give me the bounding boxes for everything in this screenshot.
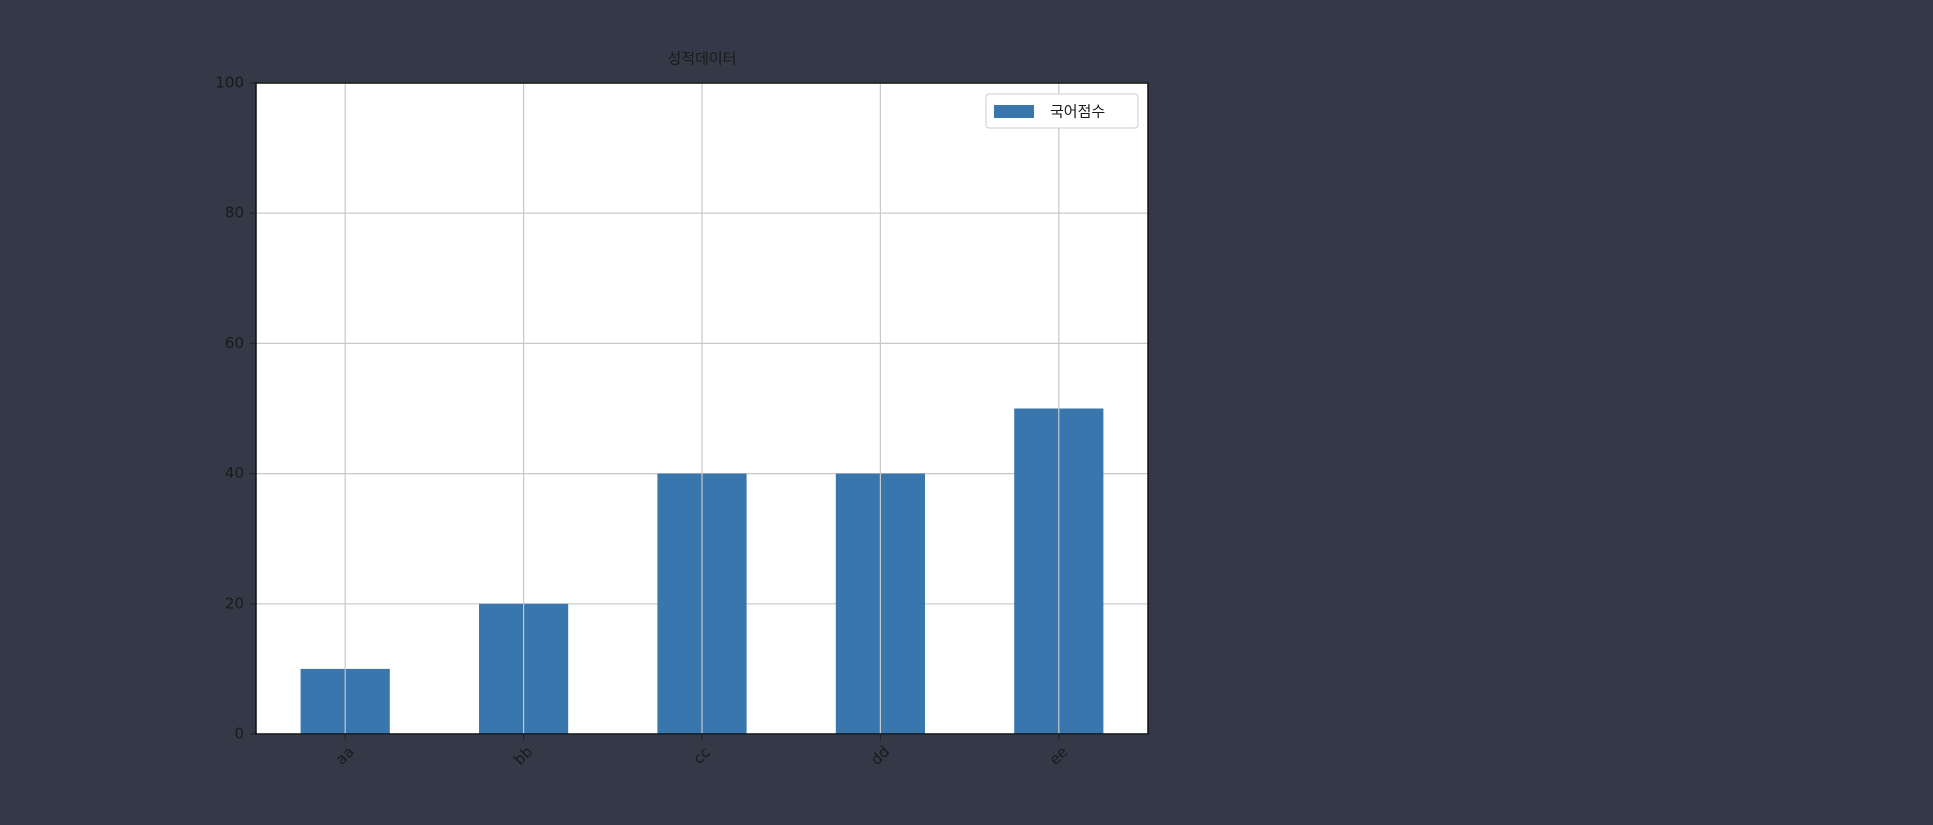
- y-tick-label: 100: [215, 74, 244, 92]
- x-tick-label: cc: [689, 743, 713, 767]
- y-tick-label: 20: [225, 594, 244, 612]
- legend-box: [985, 93, 1139, 129]
- y-tick-label: 40: [225, 464, 244, 482]
- x-tick-label: bb: [510, 743, 536, 769]
- x-tick-label: aa: [332, 743, 358, 769]
- x-tick-label: dd: [867, 743, 893, 769]
- legend-swatch: [994, 105, 1034, 118]
- legend-label: 국어점수: [1050, 103, 1105, 121]
- chart-title: 성적데이터: [667, 50, 736, 68]
- y-tick-label: 0: [234, 725, 244, 743]
- plot-frame: [255, 82, 1149, 735]
- x-tick-label: ee: [1046, 743, 1072, 769]
- y-tick-label: 60: [225, 334, 244, 352]
- y-tick-label: 80: [225, 204, 244, 222]
